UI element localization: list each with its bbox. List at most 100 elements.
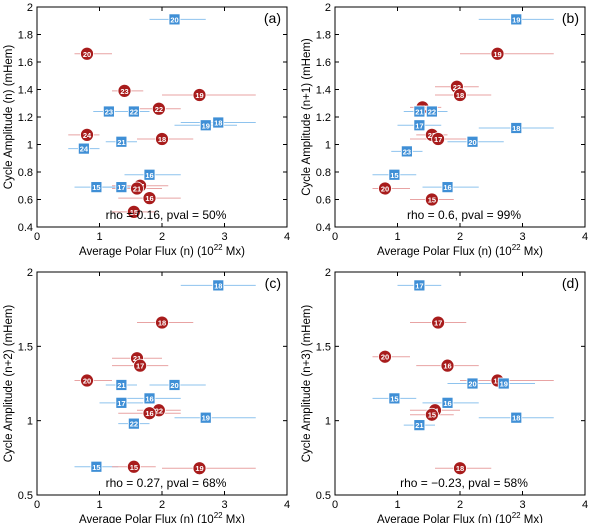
data-point-square: [212, 116, 225, 129]
y-tick-label: 1.8: [316, 30, 331, 42]
data-point-label: 18: [456, 464, 464, 473]
data-point-square: [466, 135, 479, 148]
data-point-circle: [453, 88, 467, 102]
x-axis-label-exponent: 22: [512, 243, 521, 252]
data-point-square: [441, 396, 454, 409]
x-tick-label: 2: [457, 231, 463, 243]
data-point-label: 17: [415, 281, 423, 290]
x-axis-label-exponent: 22: [512, 511, 521, 520]
x-axis-label: Average Polar Flux (n) (1022 Mx): [79, 511, 245, 523]
data-point-label: 19: [202, 121, 210, 130]
y-tick-label: 0.6: [18, 195, 33, 207]
data-point-label: 23: [120, 87, 128, 96]
x-tick-label: 2: [457, 499, 463, 511]
data-point-label: 18: [158, 135, 166, 144]
data-point-square: [388, 392, 401, 405]
x-axis-label-main: Average Polar Flux (n) (10: [79, 514, 214, 523]
data-point-label: 15: [428, 411, 436, 420]
y-tick-label: 1: [27, 140, 33, 152]
data-point-circle: [424, 407, 439, 422]
x-tick-label: 0: [332, 231, 338, 243]
y-tick-label: 1.6: [18, 57, 33, 69]
data-point-circle: [440, 358, 455, 373]
data-point-square: [127, 417, 140, 430]
data-point-label: 19: [512, 15, 520, 24]
y-tick-label: 1.4: [18, 85, 33, 97]
data-point-label: 18: [512, 124, 520, 133]
y-tick-label: 1.5: [316, 341, 331, 353]
data-point-label: 15: [130, 208, 138, 217]
x-tick-label: 0: [332, 499, 338, 511]
data-point-label: 19: [493, 377, 501, 386]
panel-label: (a): [264, 10, 281, 26]
x-tick-label: 4: [284, 499, 290, 511]
data-point-square: [425, 105, 438, 118]
data-point-square: [413, 105, 426, 118]
data-point-label: 17: [415, 121, 423, 130]
data-point-circle: [424, 192, 439, 207]
data-point-circle: [431, 132, 446, 146]
x-tick-label: 0: [34, 231, 40, 243]
data-point-circle: [155, 132, 169, 146]
panel-label: (c): [265, 275, 281, 291]
data-point-label: 17: [117, 183, 125, 192]
data-point-square: [77, 142, 90, 155]
data-point-circle: [80, 46, 94, 61]
data-point-square: [168, 379, 181, 391]
y-tick-label: 1.2: [18, 112, 33, 124]
data-point-circle: [453, 461, 467, 476]
data-point-circle: [155, 315, 169, 330]
data-point-label: 18: [214, 119, 222, 128]
x-axis-label-main: Average Polar Flux (n) (10: [377, 246, 512, 258]
data-point-square: [143, 168, 156, 181]
data-point-circle: [126, 459, 141, 474]
data-point-circle: [431, 315, 446, 330]
data-point-label: 18: [158, 319, 166, 328]
data-point-label: 19: [202, 414, 210, 423]
plot-frame: [36, 271, 288, 496]
data-point-label: 16: [145, 394, 153, 403]
y-axis-label: Cycle Amplitude (n+1) (mHem): [301, 38, 313, 196]
x-axis-label-unit: Mx): [521, 514, 544, 523]
correlation-annotation: rho = 0.16, pval = 50%: [106, 208, 227, 222]
data-point-square: [90, 181, 103, 194]
data-point-square: [441, 181, 454, 194]
y-tick-label: 0.8: [18, 167, 33, 179]
data-point-square: [115, 379, 128, 391]
data-point-label: 23: [105, 108, 113, 117]
y-tick-label: 1.8: [18, 30, 33, 42]
data-point-square: [388, 168, 401, 181]
y-tick-label: 2: [27, 267, 33, 279]
y-tick-label: 1.6: [316, 57, 331, 69]
y-tick-label: 0.6: [316, 195, 331, 207]
data-point-label: 21: [133, 185, 141, 194]
data-point-label: 15: [428, 196, 436, 205]
data-point-label: 21: [415, 421, 423, 430]
panel-label: (d): [562, 275, 579, 291]
y-tick-label: 0.5: [18, 490, 33, 502]
data-point-square: [168, 13, 181, 26]
y-tick-label: 1: [325, 140, 331, 152]
data-point-circle: [133, 358, 148, 373]
y-axis-label: Cycle Amplitude (n) (mHem): [3, 45, 15, 190]
data-point-label: 20: [170, 15, 178, 24]
data-point-label: 16: [145, 171, 153, 180]
data-point-square: [102, 105, 115, 118]
data-point-label: 17: [434, 135, 442, 144]
x-tick-label: 0: [34, 499, 40, 511]
data-point-label: 21: [117, 381, 125, 390]
y-tick-label: 1.5: [18, 341, 33, 353]
data-point-circle: [378, 349, 392, 364]
data-point-circle: [192, 88, 207, 102]
data-point-circle: [192, 461, 207, 476]
data-point-label: 18: [214, 281, 222, 290]
data-point-circle: [142, 191, 157, 206]
data-point-square: [90, 460, 103, 473]
x-tick-label: 3: [519, 231, 525, 243]
data-point-label: 21: [415, 108, 423, 117]
x-tick-label: 3: [221, 499, 227, 511]
data-point-label: 23: [428, 131, 436, 140]
